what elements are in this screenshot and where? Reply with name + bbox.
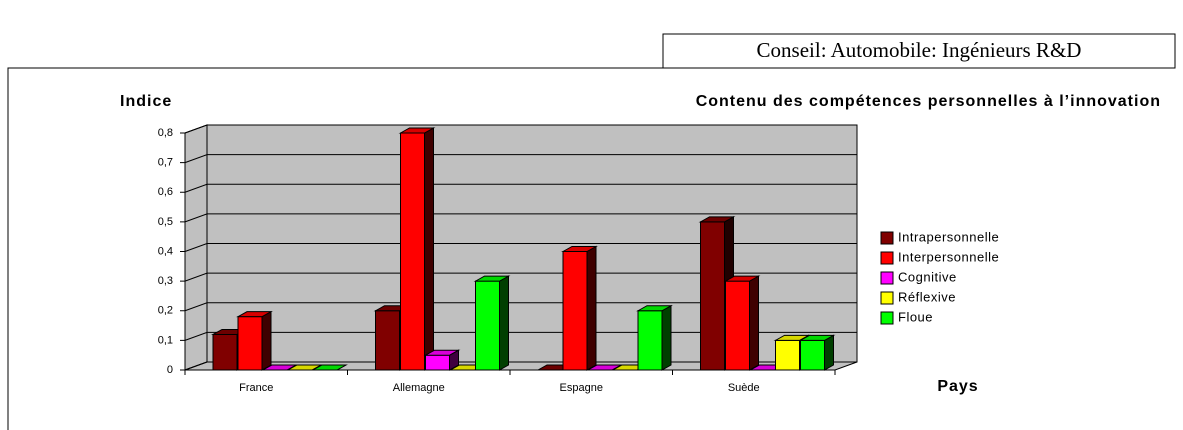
x-tick-label: France	[239, 382, 273, 394]
bar-side	[824, 334, 834, 371]
bar-side	[586, 245, 597, 371]
grid-line	[184, 124, 857, 134]
bar	[425, 354, 450, 371]
y-tick-label: 0,6	[158, 186, 173, 198]
legend-label: Floue	[898, 309, 933, 324]
bar-top	[636, 305, 673, 312]
bar-side	[749, 275, 759, 371]
bar-top	[423, 349, 461, 356]
legend-swatch	[880, 251, 894, 265]
y-tick-label: 0,8	[158, 127, 173, 139]
legend-label: Intrapersonnelle	[898, 229, 999, 244]
bar-top	[561, 246, 598, 252]
grid-line	[184, 183, 857, 193]
legend-swatch	[880, 231, 894, 245]
legend-swatch	[880, 311, 894, 325]
bar	[375, 310, 400, 371]
grid-line	[184, 272, 857, 282]
y-tick-label: 0,1	[158, 334, 173, 346]
y-tick-label: 0,5	[158, 216, 173, 228]
x-axis-label: Pays	[937, 378, 978, 395]
bar-side	[261, 310, 272, 371]
bar-side	[661, 304, 672, 371]
bar-top	[798, 334, 836, 341]
bar	[475, 280, 500, 371]
bar-top	[236, 311, 273, 318]
y-tick-label: 0,7	[158, 157, 173, 169]
bar	[700, 221, 725, 371]
grid-line	[184, 154, 857, 164]
bar-side	[424, 127, 434, 371]
y-tick-label: 0,4	[158, 245, 173, 257]
header-box	[662, 33, 1176, 69]
bar-top	[698, 216, 736, 223]
bar-top	[473, 275, 511, 282]
grid-line	[184, 213, 857, 223]
bar-side	[499, 275, 509, 371]
chart-title: Contenu des compétences personnelles à l…	[696, 93, 1161, 110]
bar	[212, 333, 238, 371]
x-tick-label: Suède	[728, 382, 760, 394]
bar-top	[398, 127, 436, 134]
y-tick-label: 0,3	[158, 275, 173, 287]
bar	[637, 310, 663, 371]
x-tick-label: Espagne	[560, 382, 603, 394]
legend-label: Interpersonnelle	[898, 249, 999, 264]
frame	[7, 67, 663, 430]
grid-line	[184, 302, 857, 312]
bar	[800, 339, 825, 371]
y-axis-label: Indice	[120, 93, 172, 110]
bar	[725, 280, 750, 371]
y-tick-label: 0,2	[158, 305, 173, 317]
bar	[400, 132, 425, 371]
bar	[775, 339, 800, 371]
y-tick-label: 0	[167, 364, 173, 376]
legend-label: Réflexive	[898, 289, 956, 304]
bar	[237, 316, 263, 371]
grid-line	[184, 243, 857, 252]
legend-swatch	[880, 291, 894, 305]
bar-top	[311, 364, 348, 371]
x-tick-label: Allemagne	[393, 382, 445, 394]
legend-swatch	[880, 271, 894, 285]
legend-label: Cognitive	[898, 269, 957, 284]
header-title: Conseil: Automobile: Ingénieurs R&D	[757, 38, 1082, 62]
bar-top	[723, 275, 761, 282]
bar	[562, 251, 588, 371]
